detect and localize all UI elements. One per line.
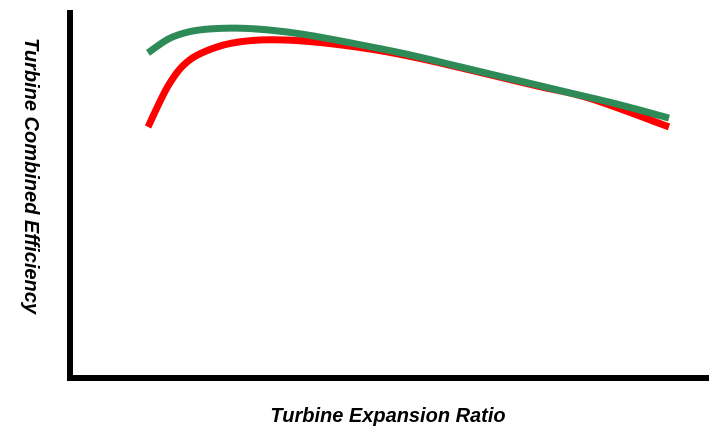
series-line-2 [145, 24, 670, 122]
series-layer [144, 24, 671, 131]
x-axis-title: Turbine Expansion Ratio [270, 405, 505, 427]
y-axis-title: Turbine Combined Efficiency [20, 38, 42, 315]
axes [67, 10, 709, 381]
